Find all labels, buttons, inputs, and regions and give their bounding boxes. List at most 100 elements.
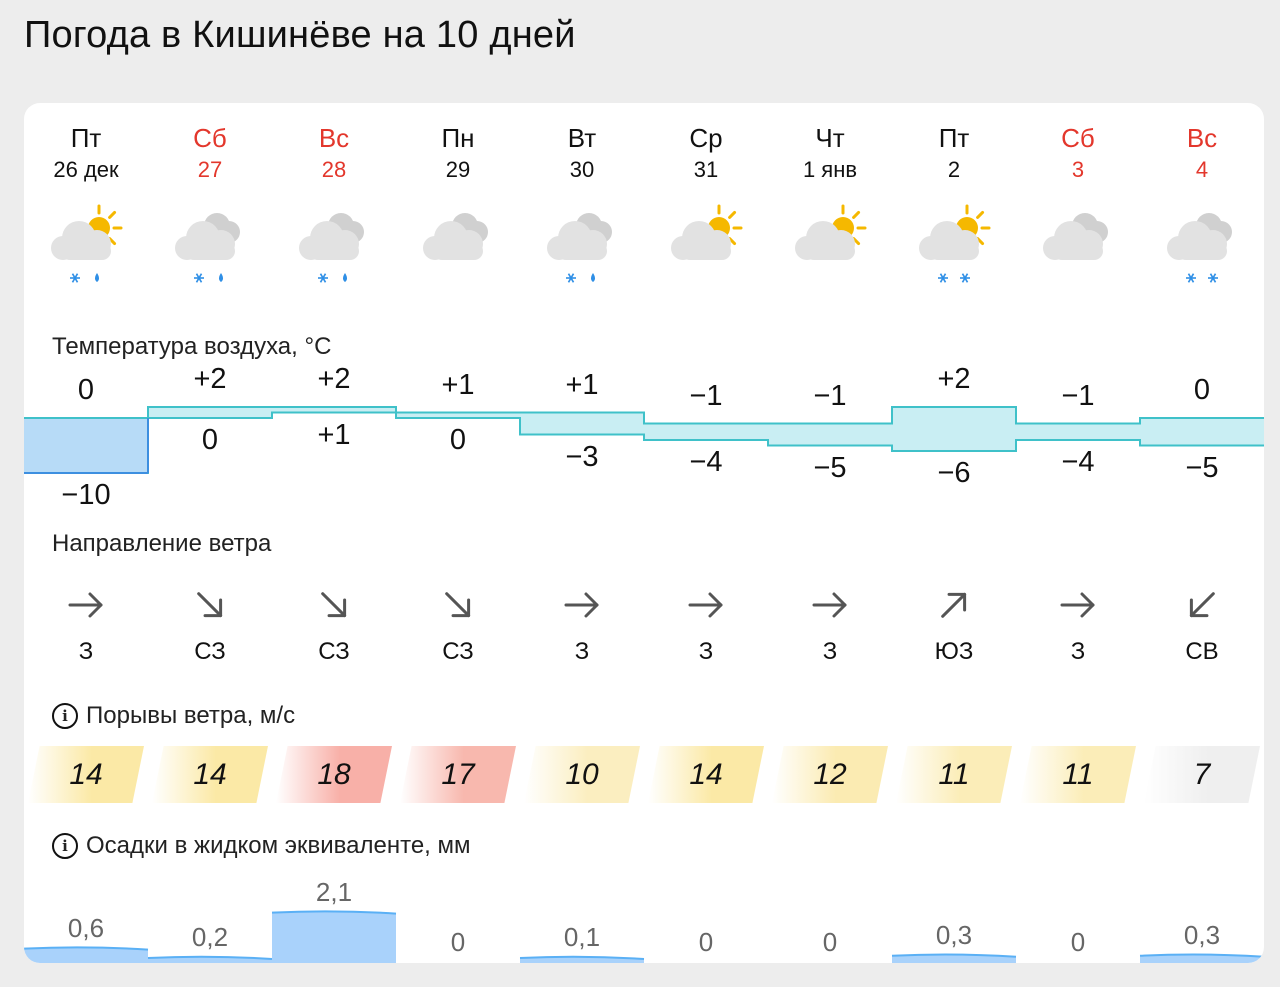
wind-gust-background [896, 746, 1012, 803]
arrow-southwest-icon [1140, 585, 1264, 625]
snowflake-icon [566, 273, 576, 283]
precipitation-bar [272, 911, 396, 963]
temperature-band [520, 412, 644, 435]
day-of-week: Вс [1186, 123, 1218, 153]
temperature-max-line [24, 406, 1264, 425]
wind-direction-label: З [574, 638, 590, 665]
temperature-band [396, 412, 520, 418]
day-of-week: Ср [689, 123, 723, 153]
precipitation-value: 0,3 [935, 919, 973, 950]
precipitation-value: 0 [1070, 927, 1086, 957]
temperature-min-label: +1 [317, 418, 351, 451]
day-date: 31 [693, 157, 719, 182]
raindrop-icon [591, 273, 595, 282]
partly-cloudy-sun-snow-rain-icon [24, 198, 148, 288]
wind-gust-background [1020, 746, 1136, 803]
temperature-max-label: −1 [1061, 379, 1095, 412]
day-of-week: Пт [70, 123, 102, 153]
precipitation-value: 0 [450, 927, 466, 957]
cloud-icon [795, 221, 855, 260]
wind-gust-background [1144, 746, 1260, 803]
precipitation-bar [24, 947, 148, 963]
wind-gust-value: 14 [689, 757, 723, 791]
temperature-min-label: 0 [449, 424, 467, 456]
arrow-east-icon [1016, 585, 1140, 625]
day-date: 27 [197, 157, 223, 182]
day-of-week: Пт [938, 123, 970, 153]
temperature-max-label: +2 [317, 363, 351, 395]
temperature-band [24, 418, 148, 473]
wind-gusts-label-text: Порывы ветра, м/с [86, 702, 296, 729]
temperature-min-label: −4 [689, 446, 723, 478]
precipitation-value: 0,1 [563, 922, 601, 952]
wind-direction-label: СЗ [318, 638, 350, 665]
wind-gusts-section-label: i Порывы ветра, м/с [52, 702, 295, 730]
wind-gust-value: 12 [813, 757, 847, 791]
temperature-band [892, 407, 1016, 451]
day-date: 30 [569, 157, 595, 182]
wind-direction-label: СВ [1185, 638, 1219, 665]
wind-gust-cell: 17 [400, 746, 516, 803]
day-of-week: Пн [441, 123, 475, 153]
precipitation-value: 0,6 [67, 912, 105, 943]
wind-gust-background [152, 746, 268, 803]
cloud-icon [547, 221, 607, 260]
temperature-min-label: 0 [201, 424, 219, 456]
wind-gust-background [276, 746, 392, 803]
snowflake-icon [1186, 273, 1196, 283]
temperature-max-label: −1 [689, 379, 723, 412]
precipitation-value: 0,2 [191, 922, 229, 952]
wind-gust-cell: 10 [524, 746, 640, 803]
temperature-band [272, 407, 396, 413]
arrow-southeast-icon [272, 585, 396, 625]
info-icon[interactable]: i [52, 703, 78, 729]
page-title: Погода в Кишинёве на 10 дней [24, 14, 576, 56]
temperature-max-label: −1 [813, 379, 847, 412]
wind-gust-cell: 18 [276, 746, 392, 803]
temperature-band [1140, 418, 1264, 446]
temperature-min-label: −6 [937, 457, 971, 489]
day-of-week: Вт [567, 123, 597, 153]
snowflake-icon [938, 273, 948, 283]
wind-gust-background [28, 746, 144, 803]
temperature-band [1016, 423, 1140, 440]
temperature-min-label: −3 [565, 440, 599, 473]
wind-direction-label: СЗ [194, 638, 226, 665]
temperature-max-label: +2 [193, 363, 227, 395]
precipitation-chart [24, 910, 1264, 963]
wind-gust-cell: 7 [1144, 746, 1260, 803]
cloud-icon [51, 221, 111, 260]
cloud-icon [175, 221, 235, 260]
temperature-band [644, 423, 768, 440]
cloud-icon [671, 221, 731, 260]
arrow-northeast-icon [892, 585, 1016, 625]
raindrop-icon [219, 273, 223, 282]
wind-gust-background [772, 746, 888, 803]
wind-gust-value: 11 [1062, 757, 1094, 791]
partly-cloudy-sun-snow-icon [892, 198, 1016, 288]
precipitation-section-label: i Осадки в жидком эквиваленте, мм [52, 832, 471, 860]
wind-gust-background [400, 746, 516, 803]
wind-gust-cell: 11 [896, 746, 1012, 803]
cloud-icon [299, 221, 359, 260]
day-of-week: Сб [193, 123, 227, 153]
snowflake-icon [318, 273, 328, 283]
wind-gust-value: 14 [69, 757, 103, 791]
wind-gust-cell: 12 [772, 746, 888, 803]
day-date: 2 [947, 157, 961, 182]
wind-gust-value: 7 [1193, 757, 1211, 791]
snowflake-icon [194, 273, 204, 283]
cloudy-icon [1016, 198, 1140, 288]
wind-gust-value: 17 [441, 757, 475, 791]
wind-gust-cell: 14 [28, 746, 144, 803]
arrow-east-icon [520, 585, 644, 625]
day-of-week: Чт [815, 123, 845, 153]
precipitation-value: 0 [822, 927, 838, 957]
precipitation-bar-edge [271, 910, 397, 915]
cloud-icon [1043, 221, 1103, 260]
arrow-southeast-icon [148, 585, 272, 625]
wind-gust-cell: 14 [152, 746, 268, 803]
info-icon[interactable]: i [52, 833, 78, 859]
temperature-min-line [24, 411, 1264, 474]
precipitation-value: 0,3 [1183, 919, 1221, 950]
